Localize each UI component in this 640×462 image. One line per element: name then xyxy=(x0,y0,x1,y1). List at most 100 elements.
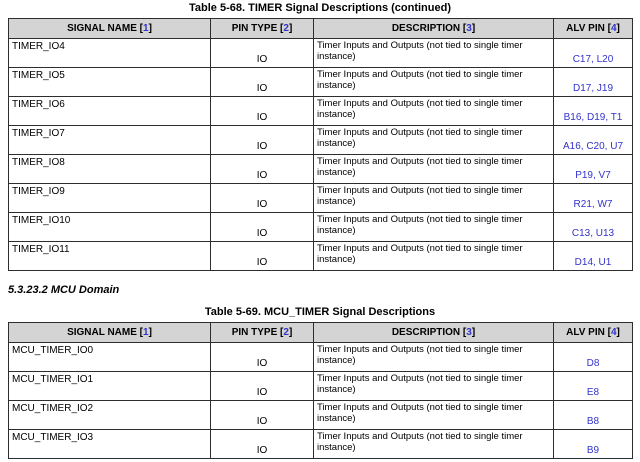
pin-type-cell: IO xyxy=(210,125,314,155)
table-row: TIMER_IO4 IO Timer Inputs and Outputs (n… xyxy=(8,38,633,68)
header-label: ] xyxy=(616,327,620,338)
footnote-ref-link[interactable]: 3 xyxy=(466,23,472,34)
footnote-ref-link[interactable]: 2 xyxy=(283,327,289,338)
alv-pin-link[interactable]: E8 xyxy=(586,387,600,398)
alv-pin-cell: D8 xyxy=(553,342,633,372)
alv-pin-cell: D17, J19 xyxy=(553,67,633,97)
table-row: TIMER_IO8 IO Timer Inputs and Outputs (n… xyxy=(8,154,633,184)
alv-pin-link[interactable]: B9 xyxy=(586,445,600,456)
alv-pin-cell: B8 xyxy=(553,400,633,430)
header-label: PIN TYPE [ xyxy=(231,23,284,34)
alv-pin-link[interactable]: B8 xyxy=(586,416,600,427)
alv-pin-cell: B9 xyxy=(553,429,633,459)
header-label: PIN TYPE [ xyxy=(231,327,284,338)
table-row: MCU_TIMER_IO3 IO Timer Inputs and Output… xyxy=(8,429,633,459)
table-row: MCU_TIMER_IO2 IO Timer Inputs and Output… xyxy=(8,400,633,430)
pin-type-cell: IO xyxy=(210,429,314,459)
description-cell: Timer Inputs and Outputs (not tied to si… xyxy=(313,212,554,242)
column-header-alv-pin: ALV PIN [4] xyxy=(553,18,633,39)
signal-name-cell: TIMER_IO10 xyxy=(8,212,211,242)
alv-pin-link[interactable]: C13, U13 xyxy=(571,228,615,239)
alv-pin-link[interactable]: P19, V7 xyxy=(575,170,611,181)
header-label: ALV PIN [ xyxy=(566,23,611,34)
signal-name-cell: TIMER_IO11 xyxy=(8,241,211,271)
header-label: ] xyxy=(288,23,293,34)
alv-pin-cell: B16, D19, T1 xyxy=(553,96,633,126)
description-cell: Timer Inputs and Outputs (not tied to si… xyxy=(313,241,554,271)
signal-name-cell: MCU_TIMER_IO2 xyxy=(8,400,211,430)
header-label: ] xyxy=(471,23,476,34)
alv-pin-link[interactable]: D8 xyxy=(586,358,600,369)
header-label: SIGNAL NAME [ xyxy=(67,327,144,338)
table1-title: Table 5-68. TIMER Signal Descriptions (c… xyxy=(189,2,451,14)
table2-header-row: SIGNAL NAME [1] PIN TYPE [2] DESCRIPTION… xyxy=(8,322,633,343)
table1-header-row: SIGNAL NAME [1] PIN TYPE [2] DESCRIPTION… xyxy=(8,18,633,39)
pin-type-cell: IO xyxy=(210,400,314,430)
signal-name-cell: TIMER_IO4 xyxy=(8,38,211,68)
column-header-signal-name: SIGNAL NAME [1] xyxy=(8,18,211,39)
header-label: DESCRIPTION [ xyxy=(391,327,467,338)
description-cell: Timer Inputs and Outputs (not tied to si… xyxy=(313,38,554,68)
alv-pin-cell: C17, L20 xyxy=(553,38,633,68)
alv-pin-link[interactable]: B16, D19, T1 xyxy=(563,112,623,123)
description-cell: Timer Inputs and Outputs (not tied to si… xyxy=(313,400,554,430)
header-label: DESCRIPTION [ xyxy=(391,23,467,34)
pin-type-cell: IO xyxy=(210,371,314,401)
table-row: TIMER_IO9 IO Timer Inputs and Outputs (n… xyxy=(8,183,633,213)
alv-pin-link[interactable]: D14, U1 xyxy=(574,257,612,268)
timer-signal-table: SIGNAL NAME [1] PIN TYPE [2] DESCRIPTION… xyxy=(8,18,633,271)
table-row: TIMER_IO10 IO Timer Inputs and Outputs (… xyxy=(8,212,633,242)
column-header-description: DESCRIPTION [3] xyxy=(313,18,554,39)
column-header-pin-type: PIN TYPE [2] xyxy=(210,322,314,343)
alv-pin-link[interactable]: C17, L20 xyxy=(572,54,614,65)
header-label: ] xyxy=(148,23,152,34)
footnote-ref-link[interactable]: 1 xyxy=(143,327,149,338)
header-label: ] xyxy=(148,327,152,338)
alv-pin-cell: P19, V7 xyxy=(553,154,633,184)
section-heading: 5.3.23.2 MCU Domain xyxy=(8,284,120,296)
column-header-description: DESCRIPTION [3] xyxy=(313,322,554,343)
alv-pin-cell: C13, U13 xyxy=(553,212,633,242)
table-row: TIMER_IO6 IO Timer Inputs and Outputs (n… xyxy=(8,96,633,126)
column-header-alv-pin: ALV PIN [4] xyxy=(553,322,633,343)
alv-pin-cell: E8 xyxy=(553,371,633,401)
signal-name-cell: MCU_TIMER_IO1 xyxy=(8,371,211,401)
alv-pin-cell: D14, U1 xyxy=(553,241,633,271)
pin-type-cell: IO xyxy=(210,38,314,68)
header-label: ] xyxy=(288,327,293,338)
footnote-ref-link[interactable]: 1 xyxy=(143,23,149,34)
alv-pin-link[interactable]: A16, C20, U7 xyxy=(562,141,624,152)
alv-pin-cell: R21, W7 xyxy=(553,183,633,213)
header-label: SIGNAL NAME [ xyxy=(67,23,144,34)
signal-name-cell: MCU_TIMER_IO3 xyxy=(8,429,211,459)
table-row: MCU_TIMER_IO1 IO Timer Inputs and Output… xyxy=(8,371,633,401)
signal-name-cell: MCU_TIMER_IO0 xyxy=(8,342,211,372)
footnote-ref-link[interactable]: 4 xyxy=(610,23,617,34)
pin-type-cell: IO xyxy=(210,342,314,372)
description-cell: Timer Inputs and Outputs (not tied to si… xyxy=(313,67,554,97)
signal-name-cell: TIMER_IO7 xyxy=(8,125,211,155)
header-label: ] xyxy=(471,327,476,338)
signal-name-cell: TIMER_IO5 xyxy=(8,67,211,97)
description-cell: Timer Inputs and Outputs (not tied to si… xyxy=(313,154,554,184)
table-row: TIMER_IO7 IO Timer Inputs and Outputs (n… xyxy=(8,125,633,155)
footnote-ref-link[interactable]: 3 xyxy=(466,327,472,338)
column-header-pin-type: PIN TYPE [2] xyxy=(210,18,314,39)
footnote-ref-link[interactable]: 4 xyxy=(610,327,617,338)
description-cell: Timer Inputs and Outputs (not tied to si… xyxy=(313,183,554,213)
column-header-signal-name: SIGNAL NAME [1] xyxy=(8,322,211,343)
pin-type-cell: IO xyxy=(210,241,314,271)
alv-pin-link[interactable]: D17, J19 xyxy=(572,83,614,94)
pin-type-cell: IO xyxy=(210,212,314,242)
description-cell: Timer Inputs and Outputs (not tied to si… xyxy=(313,96,554,126)
table2-title: Table 5-69. MCU_TIMER Signal Description… xyxy=(204,306,436,318)
pin-type-cell: IO xyxy=(210,67,314,97)
alv-pin-link[interactable]: R21, W7 xyxy=(573,199,613,210)
table-row: TIMER_IO5 IO Timer Inputs and Outputs (n… xyxy=(8,67,633,97)
description-cell: Timer Inputs and Outputs (not tied to si… xyxy=(313,429,554,459)
pin-type-cell: IO xyxy=(210,96,314,126)
footnote-ref-link[interactable]: 2 xyxy=(283,23,289,34)
description-cell: Timer Inputs and Outputs (not tied to si… xyxy=(313,342,554,372)
description-cell: Timer Inputs and Outputs (not tied to si… xyxy=(313,125,554,155)
